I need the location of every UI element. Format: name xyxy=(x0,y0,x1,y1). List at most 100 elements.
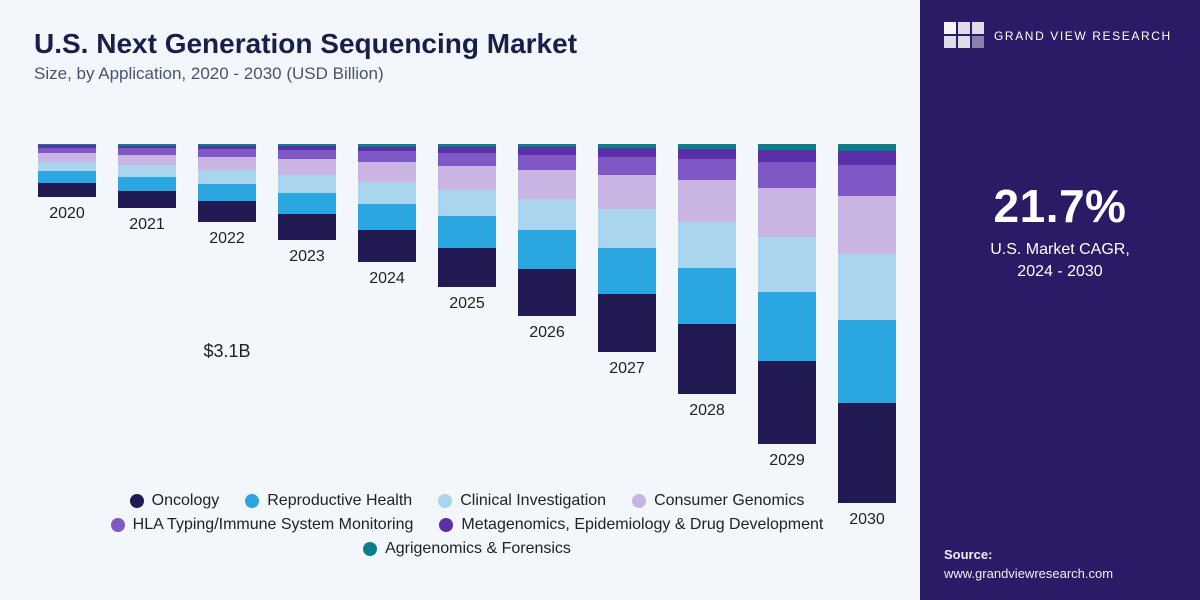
legend: Oncology Reproductive Health Clinical Inve… xyxy=(34,492,900,558)
bar-segment xyxy=(838,403,896,503)
bar-segment xyxy=(678,149,736,159)
bar-segment xyxy=(278,159,336,175)
bar-segment xyxy=(358,204,416,230)
legend-label: HLA Typing/Immune System Monitoring xyxy=(133,516,414,534)
bar-annotation: $3.1B xyxy=(203,341,250,362)
stacked-bar xyxy=(518,144,576,316)
bar-segment xyxy=(278,193,336,214)
x-axis-label: 2029 xyxy=(769,452,805,470)
bar-segment xyxy=(758,292,816,360)
legend-item: Clinical Investigation xyxy=(438,492,606,510)
bar-segment xyxy=(838,320,896,402)
page: U.S. Next Generation Sequencing Market S… xyxy=(0,0,1200,600)
chart-panel: U.S. Next Generation Sequencing Market S… xyxy=(0,0,920,600)
legend-label: Reproductive Health xyxy=(267,492,412,510)
bar-segment xyxy=(118,165,176,177)
legend-item: Agrigenomics & Forensics xyxy=(363,540,571,558)
bar-column: $3.1B2022 xyxy=(198,144,256,474)
bar-segment xyxy=(598,148,656,156)
legend-label: Clinical Investigation xyxy=(460,492,606,510)
bar-segment xyxy=(838,254,896,320)
x-axis-label: 2024 xyxy=(369,270,405,288)
bar-segment xyxy=(118,155,176,166)
bar-column: 2030 xyxy=(838,144,896,474)
bar-segment xyxy=(518,147,576,154)
bar-segment xyxy=(678,268,736,325)
bar-segment xyxy=(518,155,576,170)
legend-swatch-icon xyxy=(111,518,125,532)
stacked-bar xyxy=(678,144,736,394)
legend-item: Oncology xyxy=(130,492,220,510)
stacked-bar xyxy=(358,144,416,261)
stacked-bar xyxy=(438,144,496,287)
legend-item: Consumer Genomics xyxy=(632,492,804,510)
legend-label: Oncology xyxy=(152,492,220,510)
metric-label-line1: U.S. Market CAGR, xyxy=(990,241,1130,258)
bar-column: 2027 xyxy=(598,144,656,474)
bar-segment xyxy=(758,361,816,445)
legend-swatch-icon xyxy=(632,494,646,508)
bar-segment xyxy=(438,190,496,216)
x-axis-label: 2030 xyxy=(849,511,885,529)
bar-segment xyxy=(678,180,736,221)
bar-segment xyxy=(358,230,416,262)
legend-item: Reproductive Health xyxy=(245,492,412,510)
bar-segment xyxy=(678,159,736,181)
legend-swatch-icon xyxy=(363,542,377,556)
bar-segment xyxy=(38,183,96,198)
bar-segment xyxy=(198,170,256,184)
logo-mark-icon xyxy=(944,22,984,48)
bar-segment xyxy=(838,165,896,196)
bar-column: 2020 xyxy=(38,144,96,474)
x-axis-label: 2020 xyxy=(49,205,85,223)
bar-segment xyxy=(518,269,576,316)
legend-label: Metagenomics, Epidemiology & Drug Develo… xyxy=(461,516,823,534)
stacked-bar xyxy=(278,144,336,240)
bar-segment xyxy=(598,175,656,209)
source-url: www.grandviewresearch.com xyxy=(944,564,1176,584)
bar-segment xyxy=(678,222,736,268)
legend-label: Consumer Genomics xyxy=(654,492,804,510)
bar-segment xyxy=(38,171,96,182)
stacked-bar xyxy=(598,144,656,352)
x-axis-label: 2028 xyxy=(689,402,725,420)
bars-container: 2020 2021 $3.1B2022 2023 2024 2025 2026 2027 202… xyxy=(34,144,900,474)
sidebar: GRAND VIEW RESEARCH 21.7% U.S. Market CA… xyxy=(920,0,1200,600)
bar-segment xyxy=(278,175,336,193)
bar-segment xyxy=(438,166,496,190)
x-axis-label: 2023 xyxy=(289,248,325,266)
bar-segment xyxy=(358,151,416,162)
bar-column: 2025 xyxy=(438,144,496,474)
x-axis-label: 2021 xyxy=(129,216,165,234)
stacked-bar xyxy=(838,144,896,502)
x-axis-label: 2026 xyxy=(529,324,565,342)
bar-segment xyxy=(838,196,896,255)
bar-segment xyxy=(598,294,656,352)
bar-column: 2029 xyxy=(758,144,816,474)
source-block: Source: www.grandviewresearch.com xyxy=(944,545,1176,584)
legend-swatch-icon xyxy=(438,494,452,508)
metric-label: U.S. Market CAGR, 2024 - 2030 xyxy=(944,239,1176,284)
bar-segment xyxy=(278,150,336,159)
metric-block: 21.7% U.S. Market CAGR, 2024 - 2030 xyxy=(944,179,1176,284)
bar-segment xyxy=(198,149,256,157)
legend-swatch-icon xyxy=(245,494,259,508)
legend-item: HLA Typing/Immune System Monitoring xyxy=(111,516,414,534)
bar-segment xyxy=(518,230,576,268)
bar-segment xyxy=(38,153,96,162)
bar-segment xyxy=(598,157,656,175)
bar-segment xyxy=(198,184,256,201)
legend-item: Metagenomics, Epidemiology & Drug Develo… xyxy=(439,516,823,534)
legend-label: Agrigenomics & Forensics xyxy=(385,540,571,558)
bar-column: 2021 xyxy=(118,144,176,474)
stacked-bar xyxy=(198,144,256,222)
bar-segment xyxy=(758,162,816,188)
bar-segment xyxy=(758,188,816,238)
brand-name: GRAND VIEW RESEARCH xyxy=(994,28,1172,44)
stacked-bar xyxy=(118,144,176,208)
bar-segment xyxy=(598,248,656,295)
chart-subtitle: Size, by Application, 2020 - 2030 (USD B… xyxy=(34,64,900,84)
bar-segment xyxy=(758,150,816,162)
bar-column: 2028 xyxy=(678,144,736,474)
bar-column: 2026 xyxy=(518,144,576,474)
